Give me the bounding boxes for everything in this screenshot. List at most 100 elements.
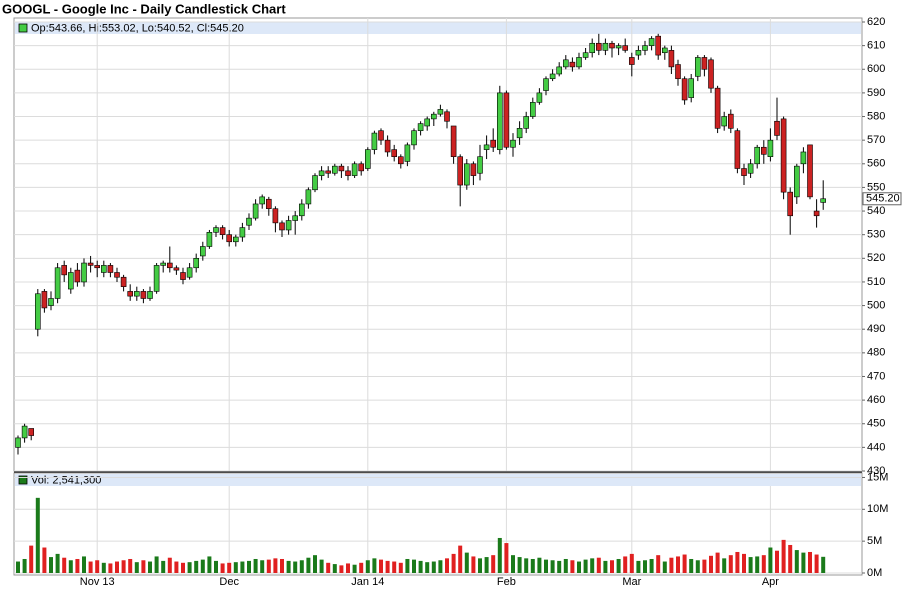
candle-body xyxy=(767,139,774,158)
candle-body xyxy=(74,269,81,283)
volume-bar xyxy=(709,555,713,573)
candle-body xyxy=(734,130,741,169)
y-tick-label: 620 xyxy=(867,16,885,28)
candle-body xyxy=(378,130,384,141)
y-tick-label: 510 xyxy=(867,276,885,288)
volume-bar xyxy=(563,558,568,573)
candle-body xyxy=(87,262,94,266)
volume-bar xyxy=(154,556,159,573)
volume-bar xyxy=(610,560,614,573)
candle-body xyxy=(285,220,292,231)
volume-bar xyxy=(458,545,463,573)
volume-bar xyxy=(346,563,350,573)
volume-bar xyxy=(748,557,753,573)
volume-bar xyxy=(412,559,416,573)
volume-bar xyxy=(570,560,575,573)
volume-bar xyxy=(550,560,555,573)
volume-bar xyxy=(451,553,456,573)
volume-bar xyxy=(220,563,225,573)
volume-bar xyxy=(121,560,126,573)
candle-body xyxy=(556,66,563,75)
price-legend-strip xyxy=(15,22,861,34)
volume-bar xyxy=(603,560,608,573)
volume-bar xyxy=(418,560,423,573)
volume-bar xyxy=(293,561,298,573)
volume-bar xyxy=(656,555,661,573)
candle-body xyxy=(774,120,780,136)
candle-body xyxy=(219,227,226,235)
y-tick-label: 500 xyxy=(867,299,885,311)
candle-body xyxy=(233,236,239,243)
volume-bar xyxy=(623,556,628,573)
y-tick-label: 580 xyxy=(867,110,885,122)
volume-bar xyxy=(392,561,397,573)
volume-bar xyxy=(431,561,436,573)
candle-body xyxy=(364,149,371,169)
candle-body xyxy=(120,276,127,287)
volume-bar xyxy=(200,559,205,573)
candle-body xyxy=(602,42,609,51)
volume-bar xyxy=(590,558,595,573)
candle-body xyxy=(800,151,807,165)
candle-body xyxy=(694,57,701,77)
volume-bar xyxy=(643,560,647,573)
volume-bar xyxy=(260,560,265,573)
volume-bar xyxy=(207,556,212,573)
volume-bar xyxy=(814,554,819,573)
volume-bar xyxy=(728,555,733,573)
candle-body xyxy=(417,123,424,132)
candle-body xyxy=(708,59,714,89)
candle-body xyxy=(523,116,530,129)
y-tick-label: 600 xyxy=(867,63,885,75)
volume-bar xyxy=(101,562,106,573)
candle-body xyxy=(134,291,140,297)
volume-bar xyxy=(115,561,119,573)
volume-bar xyxy=(662,561,667,573)
volume-bar xyxy=(319,559,324,573)
volume-bar xyxy=(695,560,700,573)
candle-body xyxy=(318,170,325,176)
y-tick-label: 480 xyxy=(867,347,885,359)
candle-body xyxy=(576,57,582,68)
candle-body xyxy=(397,156,404,165)
y-tick-label: 430 xyxy=(867,465,885,477)
y-tick-label: 450 xyxy=(867,418,885,430)
volume-bar xyxy=(29,545,34,573)
volume-bar xyxy=(108,563,113,573)
candle-body xyxy=(569,61,576,68)
candle-body xyxy=(430,113,437,120)
volume-bar xyxy=(16,561,20,573)
volume-legend-strip xyxy=(15,474,861,486)
candle-body xyxy=(384,139,391,153)
y-tick-label: 440 xyxy=(867,441,885,453)
volume-bar xyxy=(286,560,291,573)
volume-bar xyxy=(134,562,139,573)
candle-body xyxy=(483,144,490,150)
volume-bar xyxy=(530,558,535,573)
candle-body xyxy=(714,87,721,129)
candle-body xyxy=(668,50,675,68)
ohlc-legend: Op:543.66, Hi:553.02, Lo:540.52, Cl:545.… xyxy=(31,22,244,34)
volume-legend: Vol: 2,541,300 xyxy=(31,474,101,486)
candle-body xyxy=(147,291,153,299)
volume-bar xyxy=(299,560,304,573)
volume-bar xyxy=(82,556,86,573)
candle-body xyxy=(595,42,602,51)
volume-bar xyxy=(497,537,502,573)
candle-body xyxy=(226,234,232,243)
candle-body xyxy=(127,291,133,297)
volume-bar xyxy=(722,558,727,573)
volume-bar xyxy=(385,560,390,573)
candle-body xyxy=(760,146,767,155)
candle-body xyxy=(239,227,246,238)
volume-bar xyxy=(511,555,515,573)
volume-bar xyxy=(478,558,482,573)
volume-bar xyxy=(22,558,27,573)
candle-body xyxy=(516,128,523,139)
last-price-label: 545.20 xyxy=(866,193,900,205)
candle-body xyxy=(140,291,147,299)
volume-bar xyxy=(464,552,469,573)
volume-bar xyxy=(88,561,93,573)
y-tick-label: 15M xyxy=(867,471,888,483)
candle-body xyxy=(371,132,378,150)
